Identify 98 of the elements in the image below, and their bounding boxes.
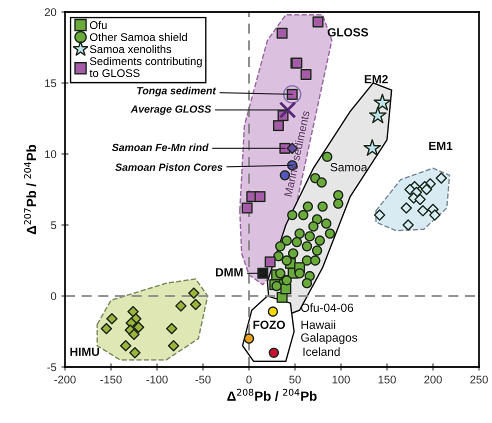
y-tick-label: 0	[50, 292, 56, 300]
point	[314, 235, 326, 246]
point	[272, 120, 284, 132]
y-tick-label: 15	[45, 79, 56, 88]
point	[120, 340, 132, 352]
x-axis-title: Δ$^{208}$Pb / $^{204}$Pb	[227, 388, 317, 401]
point	[322, 152, 332, 162]
legend-label: Samoa xenoliths	[90, 44, 172, 54]
annotation: Ofu-04-06	[301, 303, 354, 312]
point	[254, 191, 266, 202]
annotation: Iceland	[303, 347, 340, 356]
point	[316, 177, 327, 188]
x-tick-label: 100	[332, 376, 350, 384]
point	[312, 245, 322, 256]
x-tick-label: 50	[289, 376, 301, 384]
annotation: Hawaii	[301, 320, 336, 329]
point	[294, 228, 305, 239]
y-tick-label: 10	[45, 150, 56, 158]
point	[312, 16, 324, 28]
point	[287, 210, 298, 220]
legend-label: Other Samoa shield	[90, 32, 187, 42]
point	[374, 209, 386, 221]
point	[282, 255, 292, 266]
point	[369, 106, 387, 124]
point	[429, 209, 441, 221]
annotation: Samoa	[330, 163, 368, 172]
annotation: Marine sediments	[284, 110, 310, 197]
point	[100, 322, 112, 334]
point	[436, 172, 447, 184]
point	[414, 194, 426, 206]
point	[168, 340, 180, 352]
point	[268, 348, 280, 358]
point	[128, 328, 140, 340]
point	[402, 219, 414, 231]
point	[127, 306, 139, 318]
legend-label: Ofu	[90, 20, 107, 30]
point	[310, 255, 320, 266]
annotation: Tonga sediment	[137, 86, 216, 96]
point	[242, 202, 253, 214]
y-tick-label: 20	[44, 8, 56, 16]
point	[257, 268, 268, 279]
legend-label: Sediments contributing to GLOSS	[90, 56, 202, 78]
x-tick-label: 150	[378, 376, 396, 384]
point	[175, 300, 187, 312]
point	[275, 241, 286, 252]
annotation: HIMU	[70, 348, 100, 356]
point	[417, 205, 429, 217]
point	[400, 202, 412, 214]
x-tick-label: -150	[100, 376, 122, 384]
point	[132, 322, 144, 333]
x-tick-label: -50	[195, 376, 211, 384]
point	[324, 228, 336, 239]
point	[282, 275, 292, 286]
y-axis-title: Δ$^{207}$Pb / $^{204}$Pb	[24, 144, 36, 234]
annotation: GLOSS	[328, 28, 368, 36]
point	[288, 248, 298, 259]
annotation: Galapagos	[301, 333, 358, 344]
point	[420, 184, 432, 196]
annotation: EM2	[364, 74, 388, 84]
point	[188, 287, 200, 299]
point	[302, 241, 312, 252]
point	[308, 221, 319, 232]
point	[321, 218, 332, 229]
x-tick-label: 200	[424, 376, 442, 384]
point	[363, 139, 382, 156]
point	[282, 235, 292, 246]
point	[106, 313, 118, 324]
y-tick-label: -5	[47, 363, 56, 372]
annotation: Average GLOSS	[130, 105, 212, 115]
point	[374, 94, 392, 110]
point	[298, 210, 308, 220]
x-tick-label: 0	[246, 376, 252, 384]
point	[166, 322, 178, 334]
point	[333, 198, 344, 209]
point	[129, 347, 141, 359]
y-tick-label: 5	[50, 221, 56, 230]
point	[264, 256, 276, 268]
point	[268, 306, 278, 317]
point	[304, 231, 315, 242]
point	[292, 236, 302, 248]
annotation: FOZO	[253, 320, 285, 329]
annotation: Samoan Piston Cores	[115, 163, 222, 171]
point	[244, 333, 254, 344]
x-tick-label: 250	[470, 376, 488, 384]
point	[275, 268, 286, 278]
point	[317, 201, 328, 212]
point	[294, 268, 305, 278]
point	[333, 190, 344, 200]
point	[302, 201, 314, 212]
x-tick-label: -200	[54, 376, 76, 384]
point	[276, 28, 288, 39]
annotation: Samoan Fe-Mn rind	[112, 143, 209, 152]
x-tick-label: -100	[146, 376, 168, 384]
annotation: DMM	[216, 268, 243, 276]
point	[302, 278, 312, 288]
annotation: EM1	[429, 142, 452, 150]
point	[300, 68, 312, 80]
point	[190, 298, 202, 310]
